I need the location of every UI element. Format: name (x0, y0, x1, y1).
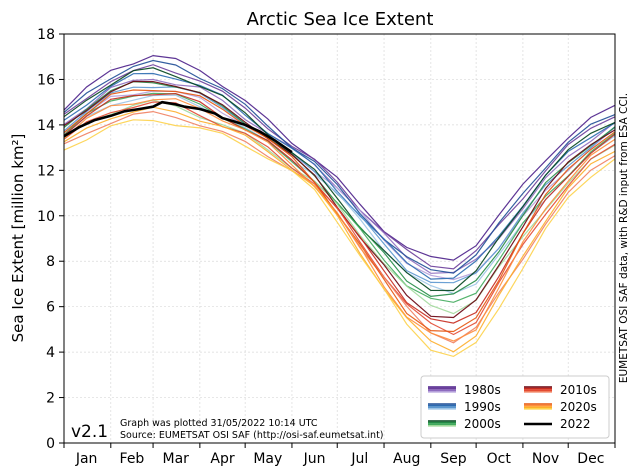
series-2000s-line (63, 92, 616, 303)
y-tick-label: 6 (46, 300, 55, 316)
legend: 1980s 1990s 2000s 2010s 2020s 2022 (420, 375, 610, 439)
series-1990s-line (63, 86, 616, 284)
x-tick-label-feb: Feb (120, 451, 145, 467)
series-2010s-line (63, 101, 616, 336)
x-tick-label-jul: Jul (350, 451, 368, 467)
legend-label-2000s: 2000s (464, 417, 501, 431)
legend-label-2020s: 2020s (560, 400, 597, 414)
axes: 0 2 4 6 8 10 12 14 16 18 Jan Feb Mar Apr May Jun Jul Aug S… (37, 27, 616, 467)
series-2020s-line (63, 98, 616, 342)
legend-label-2022: 2022 (560, 417, 591, 431)
x-tick-label-apr: Apr (210, 451, 234, 467)
legend-label-2010s: 2010s (560, 383, 597, 397)
y-tick-label: 18 (37, 27, 55, 43)
y-tick-label: 12 (37, 163, 55, 179)
chart-title: Arctic Sea Ice Extent (247, 9, 434, 30)
y-tick-label: 8 (46, 254, 55, 270)
y-tick-label: 2 (46, 391, 55, 407)
x-tick-label-mar: Mar (162, 451, 189, 467)
side-note: EUMETSAT OSI SAF data, with R&D input fr… (618, 93, 630, 383)
source-note: Source: EUMETSAT OSI SAF (http://osi-saf… (120, 430, 384, 441)
x-tick-label-dec: Dec (577, 451, 604, 467)
series-1980s-line (63, 54, 616, 261)
series-2000s-line (63, 67, 616, 292)
plotted-note: Graph was plotted 31/05/2022 10:14 UTC (120, 418, 318, 429)
x-tick-label-aug: Aug (393, 451, 420, 467)
x-tick-label-nov: Nov (532, 451, 559, 467)
legend-box (420, 375, 610, 439)
y-tick-label: 0 (46, 436, 55, 452)
y-axis-label: Sea Ice Extent [million km²] (9, 134, 27, 343)
series-2022-line (63, 100, 293, 154)
series-1980s-line (63, 64, 616, 270)
plot-frame (63, 33, 616, 444)
x-tick-label-jan: Jan (75, 451, 98, 467)
x-tick-label-sep: Sep (440, 451, 467, 467)
y-tick-label: 10 (37, 209, 55, 225)
series-2020s-line (63, 119, 616, 358)
y-tick-label: 16 (37, 72, 55, 88)
version-label: v2.1 (71, 422, 108, 442)
x-tick-label-may: May (253, 451, 282, 467)
series-2020s-line (63, 89, 616, 333)
y-tick-label: 14 (37, 118, 55, 134)
x-tick-label-oct: Oct (487, 451, 512, 467)
x-tick-label-jun: Jun (303, 451, 326, 467)
y-tick-label: 4 (46, 345, 55, 361)
legend-label-1980s: 1980s (464, 383, 501, 397)
series-layer (63, 54, 616, 358)
legend-label-1990s: 1990s (464, 400, 501, 414)
series-1990s-line (63, 59, 616, 274)
